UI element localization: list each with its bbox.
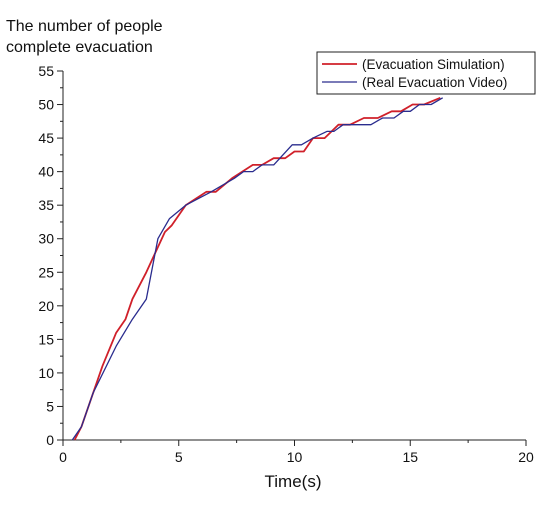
y-tick-label: 40 (38, 164, 54, 180)
series-line-real-video (71, 97, 444, 441)
y-tick-label: 0 (46, 432, 54, 448)
x-tick-label: 15 (402, 449, 418, 465)
legend: (Evacuation Simulation) (Real Evacuation … (316, 51, 536, 95)
series-layer (71, 96, 444, 441)
y-tick-label: 25 (38, 264, 54, 280)
y-tick-label: 35 (38, 197, 54, 213)
legend-label: (Real Evacuation Video) (362, 75, 507, 90)
legend-box (316, 51, 536, 95)
y-axis-title-line-2: complete evacuation (6, 39, 153, 56)
legend-label: (Evacuation Simulation) (362, 57, 505, 72)
y-tick-label: 30 (38, 231, 54, 247)
y-tick-label: 20 (38, 298, 54, 314)
y-tick-label: 15 (38, 331, 54, 347)
x-axis-title: Time(s) (265, 472, 322, 491)
y-tick-label: 55 (38, 63, 54, 79)
x-tick-label: 20 (518, 449, 534, 465)
y-tick-label: 50 (38, 97, 54, 113)
y-tick-label: 10 (38, 365, 54, 381)
x-tick-label: 10 (287, 449, 303, 465)
y-axis-title-line-1: The number of people (6, 18, 163, 35)
series-line-simulation (73, 96, 441, 441)
y-tick-label: 45 (38, 130, 54, 146)
x-tick-label: 5 (175, 449, 183, 465)
axes: 0 5 10 15 20 25 30 35 40 45 50 55 0 5 10 15 20 (38, 63, 534, 465)
y-tick-label: 5 (46, 398, 54, 414)
x-tick-label: 0 (59, 449, 67, 465)
